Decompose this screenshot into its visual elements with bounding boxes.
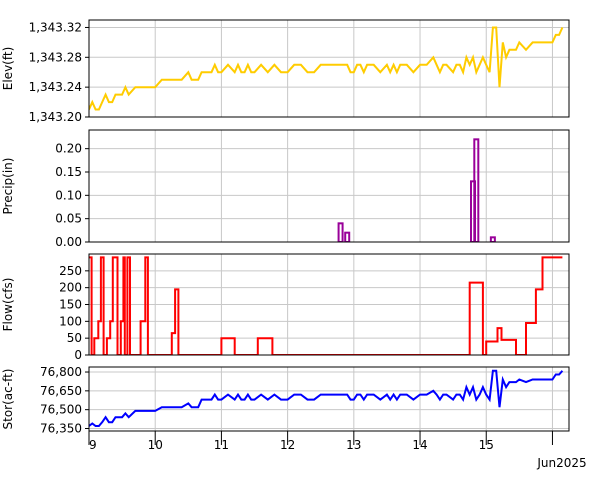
y-axis-label: Stor(ac-ft) bbox=[1, 369, 15, 430]
y-tick-label: 1,343.20 bbox=[29, 110, 82, 124]
y-axis-label: Flow(cfs) bbox=[1, 278, 15, 332]
panel-frame bbox=[88, 366, 570, 432]
y-tick-label: 100 bbox=[59, 314, 82, 328]
y-tick-label: 76,500 bbox=[40, 403, 82, 417]
x-tick-label: 15 bbox=[479, 438, 494, 452]
y-tick-label: 1,343.32 bbox=[29, 20, 82, 34]
precip-bar bbox=[489, 236, 496, 242]
x-tick-label: 13 bbox=[346, 438, 361, 452]
x-tick-label: 9 bbox=[89, 438, 97, 452]
y-tick-label: 0.20 bbox=[55, 142, 82, 156]
y-axis-label: Elev(ft) bbox=[1, 47, 15, 90]
y-tick-label: 250 bbox=[59, 264, 82, 278]
y-tick-label: 76,350 bbox=[40, 421, 82, 435]
y-tick-label: 50 bbox=[67, 331, 82, 345]
y-tick-label: 150 bbox=[59, 298, 82, 312]
x-tick-label: 12 bbox=[280, 438, 295, 452]
y-axis-label: Precip(in) bbox=[1, 158, 15, 215]
y-tick-label: 76,650 bbox=[40, 384, 82, 398]
y-tick-label: 1,343.28 bbox=[29, 50, 82, 64]
y-tick-label: 0.10 bbox=[55, 188, 82, 202]
x-tick-label: 10 bbox=[148, 438, 163, 452]
y-tick-label: 0.05 bbox=[55, 212, 82, 226]
series-line-3 bbox=[89, 256, 563, 355]
x-axis-date-label: Jun2025 bbox=[536, 456, 586, 470]
y-tick-label: 200 bbox=[59, 281, 82, 295]
y-tick-label: 76,800 bbox=[40, 365, 82, 379]
x-tick-label: 11 bbox=[214, 438, 229, 452]
precip-bar bbox=[473, 138, 480, 242]
series-line-1 bbox=[89, 26, 564, 111]
y-tick-label: 1,343.24 bbox=[29, 80, 82, 94]
x-tick-label: 14 bbox=[412, 438, 427, 452]
series-line-4 bbox=[89, 369, 564, 427]
panel-frame bbox=[88, 129, 570, 243]
y-tick-label: 0.00 bbox=[55, 235, 82, 249]
precip-bar bbox=[337, 222, 344, 242]
panel-frame bbox=[88, 19, 570, 118]
precip-bar bbox=[344, 231, 351, 242]
y-tick-label: 0 bbox=[74, 348, 82, 362]
y-tick-label: 0.15 bbox=[55, 165, 82, 179]
